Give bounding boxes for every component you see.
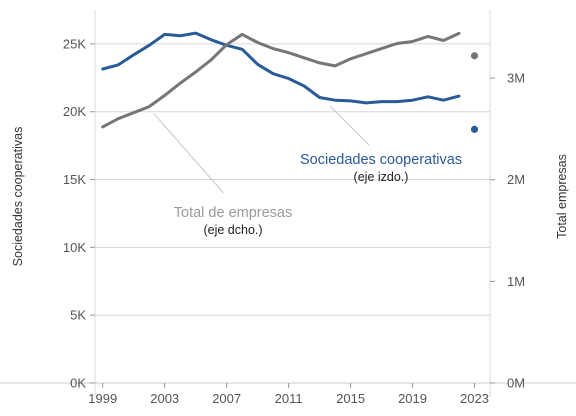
y-axis-right-title: Total empresas	[555, 154, 569, 239]
annotation-leaders	[153, 105, 370, 194]
total-empresas-2023-point	[470, 52, 479, 60]
series-lines	[101, 31, 461, 129]
x-tick-label: 2019	[398, 391, 427, 406]
total-empresas-annotation-label: Total de empresas	[174, 205, 292, 221]
total-empresas-line	[101, 31, 461, 129]
sociedades-leader-line	[330, 105, 370, 146]
y-left-tick-label: 5K	[70, 308, 86, 323]
x-tick-label: 2007	[212, 391, 241, 406]
axes	[0, 10, 576, 397]
annotations: Sociedades cooperativas (eje izdo.) Tota…	[174, 152, 462, 237]
sociedades-annotation-label: Sociedades cooperativas	[300, 152, 462, 168]
y-axis-left-title: Sociedades cooperativas	[11, 127, 25, 267]
y-left-tick-label: 0K	[70, 376, 86, 391]
sociedades-annotation-note: (eje izdo.)	[354, 170, 409, 184]
sociedades-2023-point	[470, 125, 479, 133]
y-right-tick-label: 3M	[507, 71, 525, 86]
series-points	[470, 52, 479, 133]
x-tick-label: 2003	[150, 391, 179, 406]
total-empresas-annotation-note: (eje dcho.)	[203, 223, 262, 237]
x-tick-label: 2023	[460, 391, 489, 406]
y-right-tick-label: 1M	[507, 274, 525, 289]
y-left-tick-label: 20K	[63, 104, 86, 119]
x-tick-label: 2015	[336, 391, 365, 406]
y-left-tick-label: 25K	[63, 36, 86, 51]
gridlines	[95, 43, 490, 316]
y-right-tick-label: 0M	[507, 376, 525, 391]
total-empresas-leader-line	[153, 113, 224, 194]
sociedades-cooperativas-line	[101, 31, 461, 105]
x-tick-label: 1999	[88, 391, 117, 406]
y-left-tick-label: 15K	[63, 172, 86, 187]
y-right-tick-label: 2M	[507, 172, 525, 187]
x-tick-label: 2011	[275, 391, 303, 406]
tick-labels: 0K 5K 10K 15K 20K 25K 0M 1M 2M 3M 1999 2003 2007 2011…	[63, 36, 525, 406]
y-left-tick-label: 10K	[63, 240, 86, 255]
